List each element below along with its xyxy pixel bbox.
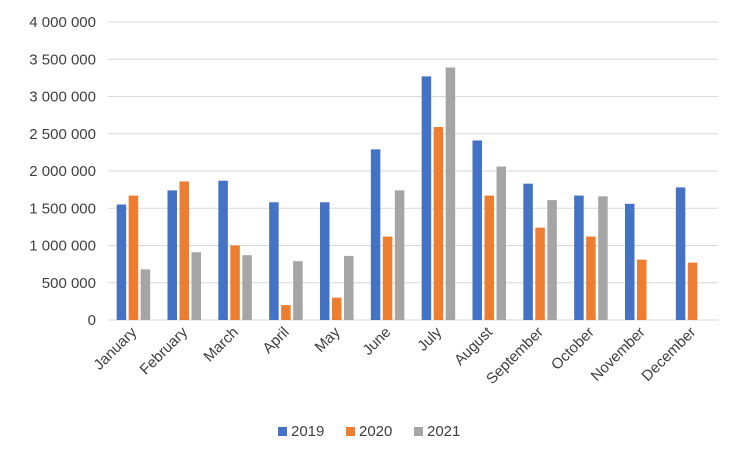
bar-2019-january xyxy=(116,204,127,320)
x-tick-label: November xyxy=(588,324,649,385)
bar-2021-august xyxy=(496,166,506,320)
bar-2021-march xyxy=(242,255,252,320)
legend-swatch-2019 xyxy=(278,427,287,436)
bar-2020-march xyxy=(230,245,240,320)
y-tick-label: 3 000 000 xyxy=(29,89,96,106)
y-tick-label: 1 000 000 xyxy=(29,238,96,255)
bar-2021-june xyxy=(394,190,405,320)
legend: 2019 2020 2021 xyxy=(278,423,460,440)
bar-2021-october xyxy=(598,196,608,320)
bar-2019-august xyxy=(472,140,482,320)
x-tick-label: July xyxy=(414,323,445,354)
bar-2021-july xyxy=(445,67,456,320)
bar-2021-september xyxy=(547,200,557,320)
y-tick-label: 2 500 000 xyxy=(29,126,96,143)
bar-2021-january xyxy=(140,269,151,320)
bar-2021-february xyxy=(191,252,201,320)
bar-2019-december xyxy=(675,187,686,320)
bar-2019-november xyxy=(625,203,635,320)
legend-label-2019: 2019 xyxy=(291,423,324,440)
y-axis-ticks: 0 500 000 1 000 000 1 500 000 2 000 000 2 500… xyxy=(29,14,96,329)
legend-label-2021: 2021 xyxy=(427,423,460,440)
bar-2019-march xyxy=(218,180,228,320)
bar-2020-june xyxy=(382,236,393,320)
bar-2020-october xyxy=(586,236,596,320)
bar-2019-june xyxy=(370,149,381,320)
bar-2019-september xyxy=(523,183,533,320)
x-tick-label: April xyxy=(260,324,293,357)
bar-2021-april xyxy=(293,261,303,320)
legend-label-2020: 2020 xyxy=(359,423,392,440)
x-tick-label: June xyxy=(359,324,394,359)
bar-2019-april xyxy=(269,202,279,320)
x-tick-label: August xyxy=(451,323,497,369)
y-tick-label: 500 000 xyxy=(42,275,96,292)
y-tick-label: 0 xyxy=(88,312,96,329)
y-tick-label: 4 000 000 xyxy=(29,14,96,31)
bar-2020-february xyxy=(179,181,189,320)
bar-2019-october xyxy=(574,195,584,320)
bar-2020-may xyxy=(332,297,342,320)
bar-2020-november xyxy=(637,259,647,320)
bar-2020-september xyxy=(535,227,545,320)
bar-2020-december xyxy=(687,262,698,320)
bar-2019-july xyxy=(421,76,432,320)
bar-2020-april xyxy=(281,305,291,320)
y-tick-label: 3 500 000 xyxy=(29,51,96,68)
x-tick-label: February xyxy=(137,323,192,378)
bar-2019-may xyxy=(320,202,330,320)
legend-swatch-2020 xyxy=(346,427,355,436)
y-tick-label: 2 000 000 xyxy=(29,163,96,180)
x-tick-label: May xyxy=(312,323,344,355)
bar-2020-july xyxy=(433,127,444,320)
x-tick-label: October xyxy=(548,324,598,374)
bar-2020-january xyxy=(128,195,139,320)
bar-2019-february xyxy=(167,190,177,320)
bar-2020-august xyxy=(484,195,494,320)
y-tick-label: 1 500 000 xyxy=(29,200,96,217)
x-tick-label: December xyxy=(638,324,699,385)
x-tick-label: March xyxy=(200,324,241,365)
x-tick-label: January xyxy=(90,323,140,373)
gridlines xyxy=(108,21,718,321)
bars xyxy=(116,67,698,320)
legend-swatch-2021 xyxy=(414,427,423,436)
bar-2021-may xyxy=(344,255,354,320)
